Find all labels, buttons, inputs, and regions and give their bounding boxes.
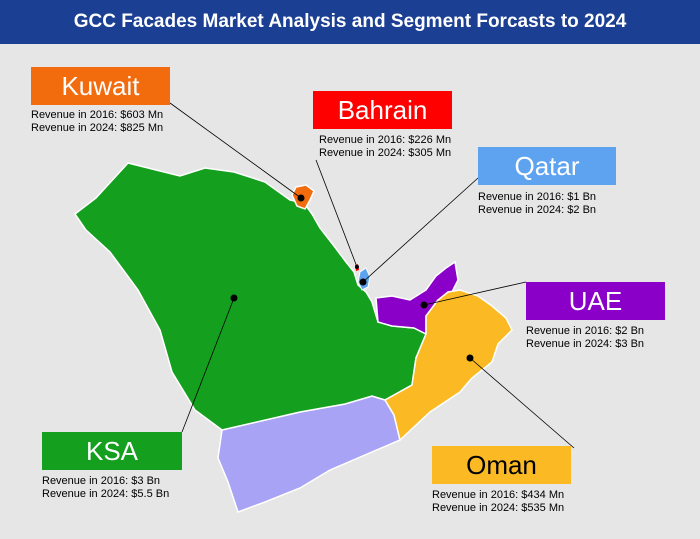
- kuwait-revenue: Revenue in 2016: $603 Mn Revenue in 2024…: [31, 109, 163, 135]
- ksa-revenue: Revenue in 2016: $3 Bn Revenue in 2024: …: [42, 475, 169, 501]
- uae-revenue-2016: Revenue in 2016: $2 Bn: [526, 325, 645, 337]
- ksa-region: [73, 162, 427, 431]
- uae-leader-line: [423, 281, 527, 306]
- ksa-leader-line: [181, 297, 235, 433]
- kuwait-label: Kuwait: [31, 67, 170, 105]
- ksa-revenue-2016: Revenue in 2016: $3 Bn: [42, 475, 161, 487]
- ksa-label: KSA: [42, 432, 182, 470]
- uae-revenue: Revenue in 2016: $2 Bn Revenue in 2024: …: [526, 325, 644, 351]
- bahrain-revenue-2016: Revenue in 2016: $226 Mn: [319, 134, 452, 146]
- bahrain-marker: [355, 265, 359, 269]
- oman-marker: [466, 354, 474, 362]
- qatar-marker: [359, 278, 367, 286]
- qatar-revenue-2016: Revenue in 2016: $1 Bn: [478, 191, 597, 203]
- oman-revenue-2016: Revenue in 2016: $434 Mn: [432, 489, 565, 501]
- qatar-leader-line: [362, 177, 479, 283]
- bahrain-leader-line: [315, 159, 358, 268]
- uae-revenue-2024: Revenue in 2024: $3 Bn: [526, 338, 645, 350]
- oman-revenue-2024: Revenue in 2024: $535 Mn: [432, 502, 565, 514]
- qatar-label: Qatar: [478, 147, 616, 185]
- bahrain-revenue-2024: Revenue in 2024: $305 Mn: [319, 147, 452, 159]
- ksa-marker: [230, 294, 238, 302]
- bahrain-label: Bahrain: [313, 91, 452, 129]
- uae-region: [375, 260, 459, 336]
- qatar-revenue-2024: Revenue in 2024: $2 Bn: [478, 204, 597, 216]
- kuwait-leader-line: [169, 102, 302, 199]
- uae-marker: [420, 301, 428, 309]
- kuwait-revenue-2016: Revenue in 2016: $603 Mn: [31, 109, 164, 121]
- oman-label: Oman: [432, 446, 571, 484]
- kuwait-revenue-2024: Revenue in 2024: $825 Mn: [31, 122, 164, 134]
- oman-revenue: Revenue in 2016: $434 Mn Revenue in 2024…: [432, 489, 564, 515]
- kuwait-marker: [297, 194, 305, 202]
- oman-leader-line: [469, 357, 575, 449]
- page-title: GCC Facades Market Analysis and Segment …: [0, 0, 700, 44]
- ksa-revenue-2024: Revenue in 2024: $5.5 Bn: [42, 488, 170, 500]
- oman-region: [383, 289, 513, 442]
- uae-label: UAE: [526, 282, 665, 320]
- bahrain-revenue: Revenue in 2016: $226 Mn Revenue in 2024…: [319, 134, 451, 160]
- qatar-revenue: Revenue in 2016: $1 Bn Revenue in 2024: …: [478, 191, 596, 217]
